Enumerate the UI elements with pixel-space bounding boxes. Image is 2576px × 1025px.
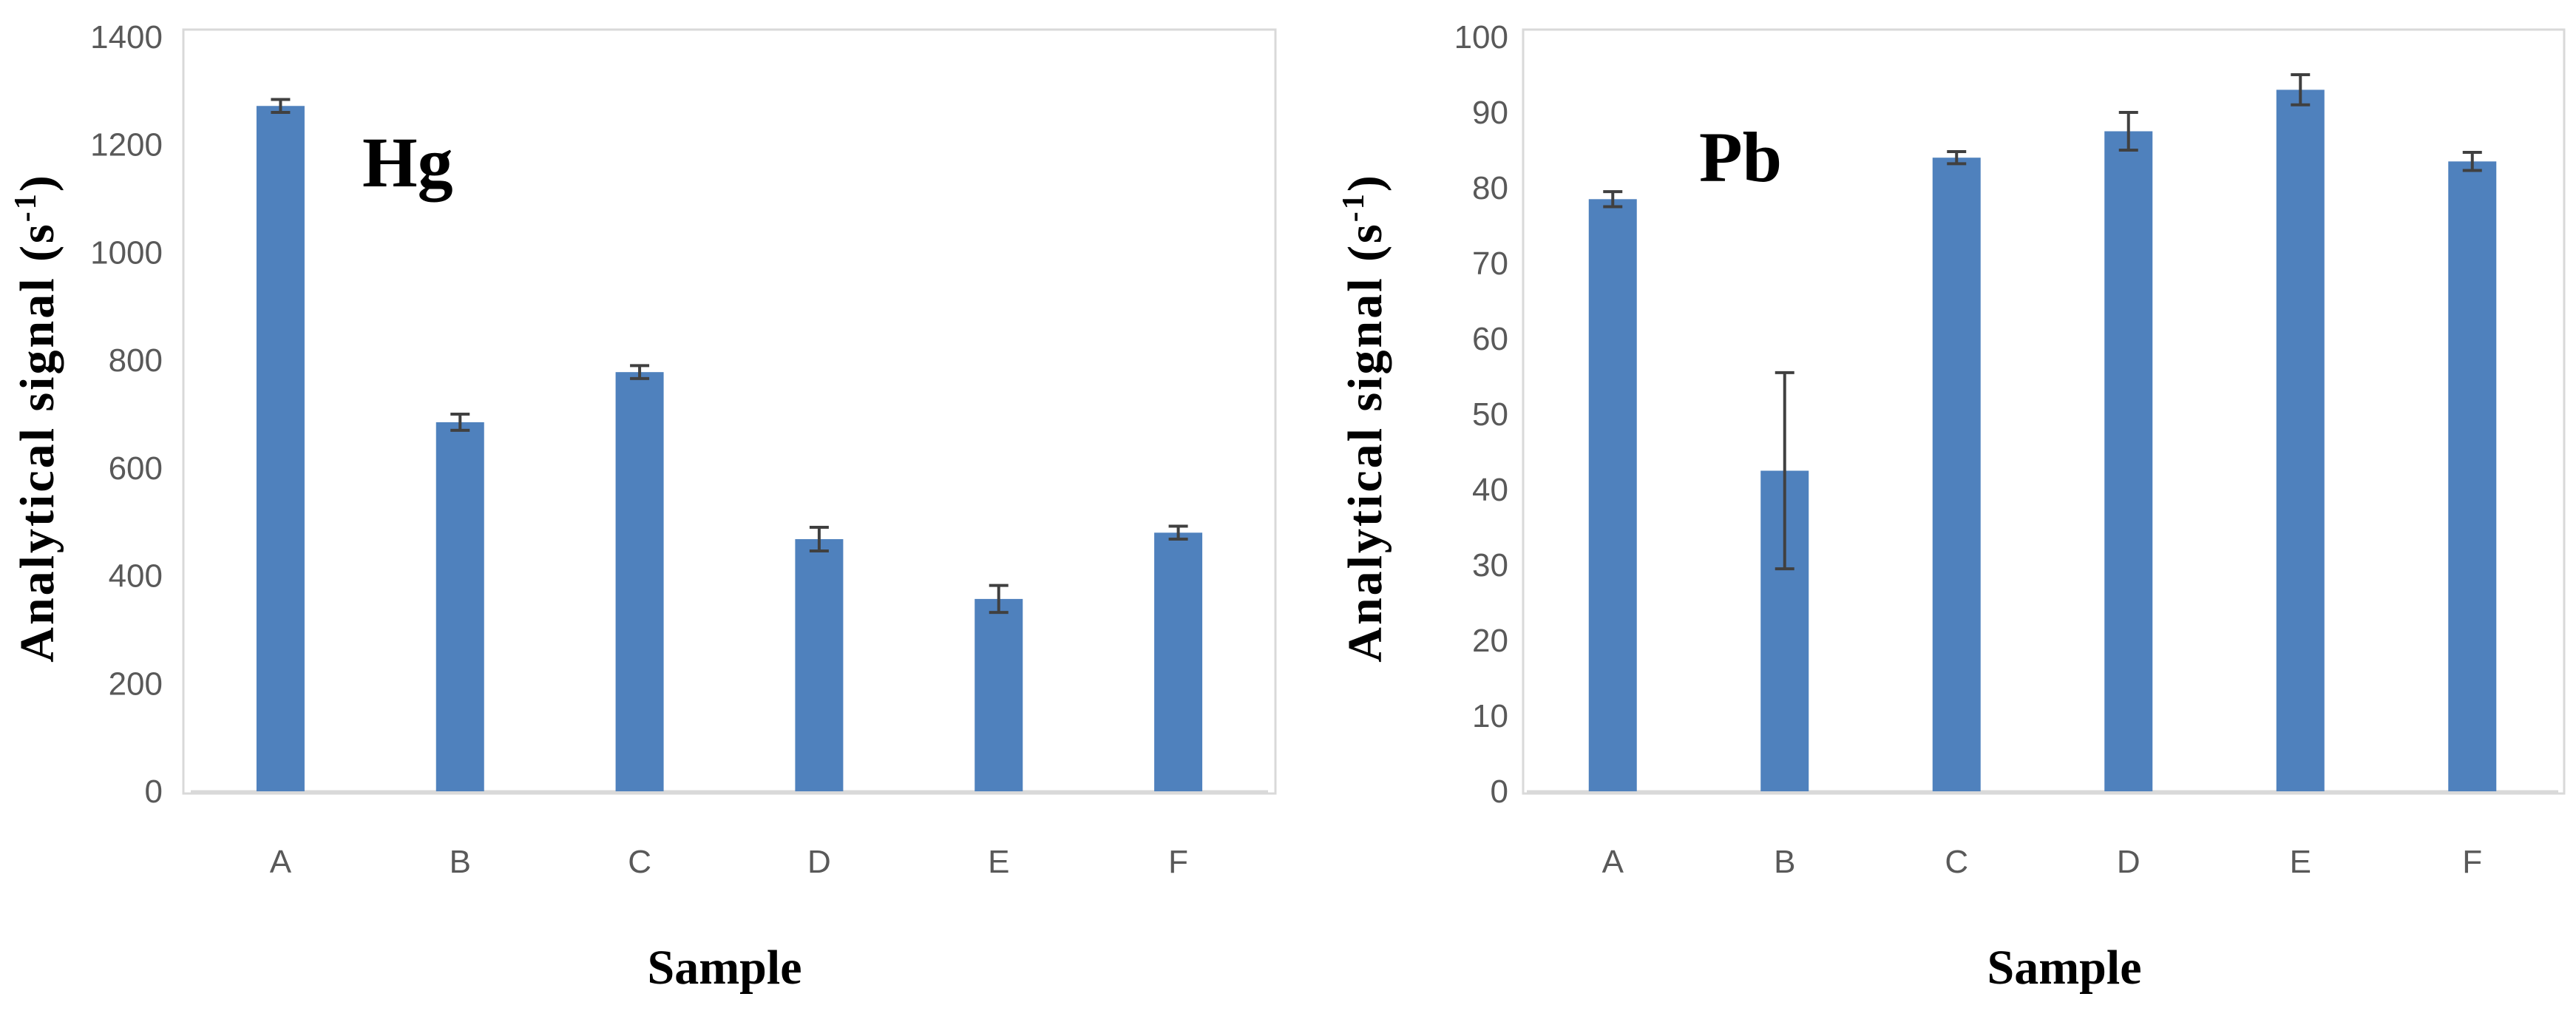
hg-x-tick-label-a: A [270,844,292,880]
pb-x-tick-label-e: E [2290,844,2311,880]
pb-y-tick-label: 90 [1472,95,1508,131]
hg-bar-a [256,106,305,791]
hg-chart: 0 200 400 600 800 1000 1200 1400 A B C D E F Hg Sample A… [9,19,1277,995]
pb-y-axis-title: Analytical signal (s-1) [1337,173,1392,662]
hg-bar-d [795,539,844,791]
pb-y-tick-label: 70 [1472,246,1508,282]
pb-y-tick-label: 50 [1472,396,1508,433]
pb-bar-c [1932,158,1981,791]
pb-y-tick-label: 0 [1491,774,1508,810]
pb-bar-f [2448,161,2497,792]
hg-bar-b [435,422,484,791]
hg-y-tick-label: 600 [109,450,163,487]
hg-chart-frame [182,28,1277,795]
hg-y-tick-label: 200 [109,666,163,702]
pb-y-tick-label: 30 [1472,547,1508,583]
hg-element-label: Hg [362,123,453,202]
pb-x-tick-label-f: F [2462,844,2482,880]
pb-x-tick-label-d: D [2117,844,2141,880]
pb-y-tick-label: 20 [1472,623,1508,659]
pb-x-tick-label-c: C [1945,844,1968,880]
hg-bar-c [615,372,664,792]
hg-y-tick-label: 800 [109,342,163,379]
hg-x-tick-label-d: D [807,844,831,880]
pb-y-tick-label: 10 [1472,698,1508,734]
hg-y-axis-title: Analytical signal (s-1) [9,173,64,662]
pb-x-tick-label-a: A [1602,844,1624,880]
hg-x-tick-label-b: B [450,844,471,880]
pb-x-axis-title: Sample [1987,941,2141,995]
pb-chart-frame [1522,28,2566,795]
pb-y-tick-label: 100 [1454,19,1508,55]
hg-x-tick-label-f: F [1168,844,1188,880]
pb-element-label: Pb [1699,118,1782,197]
hg-y-tick-label: 0 [145,774,163,810]
hg-bar-f [1154,532,1203,791]
hg-x-tick-label-e: E [988,844,1009,880]
hg-y-tick-label: 1400 [90,19,163,55]
hg-y-tick-label: 400 [109,558,163,595]
pb-bar-e [2276,89,2325,791]
hg-y-tick-label: 1000 [90,234,163,271]
pb-bar-d [2104,131,2153,791]
hg-x-tick-label-c: C [628,844,651,880]
pb-x-tick-label-b: B [1774,844,1795,880]
pb-bar-a [1588,199,1637,791]
hg-x-axis-title: Sample [647,941,801,995]
pb-y-tick-label: 40 [1472,472,1508,508]
pb-y-tick-label: 80 [1472,170,1508,206]
hg-y-tick-label: 1200 [90,127,163,163]
hg-bar-e [975,598,1023,791]
pb-chart: 0 10 20 30 40 50 60 70 80 90 100 A B C D E F Pb Sample Anal… [1337,19,2566,995]
pb-y-tick-label: 60 [1472,321,1508,357]
